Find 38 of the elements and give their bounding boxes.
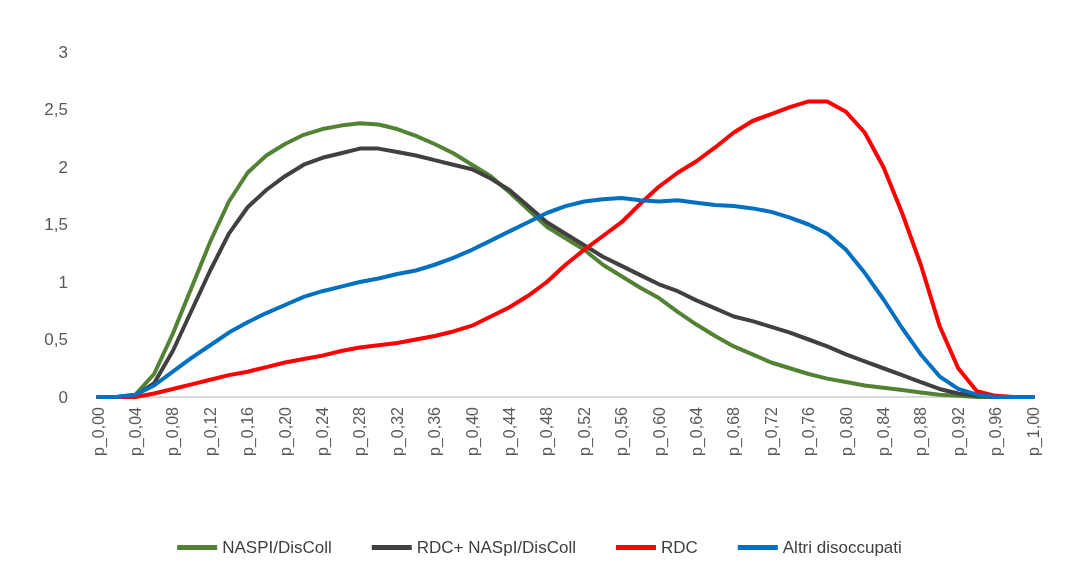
x-tick-label: p_0,96 [987,406,1006,456]
y-tick-label: 2,5 [44,100,68,119]
x-tick-label: p_0,84 [874,406,893,456]
line-series [96,196,1035,399]
x-tick-label: p_0,68 [725,406,744,456]
legend-label: RDC [660,538,698,557]
x-tick-label: p_0,00 [89,406,108,456]
legend-label: NASPI/DisColl [222,538,332,557]
x-tick-label: p_0,60 [650,406,669,456]
x-tick-label: p_0,04 [126,406,145,456]
x-tick-label: p_0,52 [575,406,594,456]
legend-label: Altri disoccupati [782,538,902,557]
x-tick-label: p_0,72 [762,406,781,456]
y-tick-label: 1,5 [44,215,68,234]
x-tick-label: p_0,12 [201,406,220,456]
x-tick-label: p_0,24 [313,406,332,456]
x-tick-label: p_0,44 [500,406,519,456]
x-tick-label: p_1,00 [1024,406,1043,456]
y-tick-label: 0 [58,387,68,407]
x-tick-label: p_0,92 [949,406,968,456]
x-tick-label: p_0,64 [687,406,706,456]
x-tick-label: p_0,16 [239,406,258,456]
x-tick-label: p_0,48 [538,406,557,456]
x-tick-label: p_0,20 [276,406,295,456]
x-tick-label: p_0,88 [912,406,931,456]
x-tick-label: p_0,36 [426,406,445,456]
legend-label: RDC+ NASpI/DisColl [416,538,576,557]
x-tick-label: p_0,80 [837,406,856,456]
y-tick-label: 1 [58,272,68,292]
x-tick-label: p_0,32 [388,406,407,456]
y-tick-label: 3 [58,42,68,62]
x-tick-label: p_0,28 [351,406,370,456]
x-tick-label: p_0,08 [164,406,183,456]
x-tick-label: p_0,56 [613,406,632,456]
y-tick-label: 2 [58,157,68,177]
y-tick-label: 0,5 [44,330,68,349]
x-tick-label: p_0,76 [800,406,819,456]
x-tick-label: p_0,40 [463,406,482,456]
